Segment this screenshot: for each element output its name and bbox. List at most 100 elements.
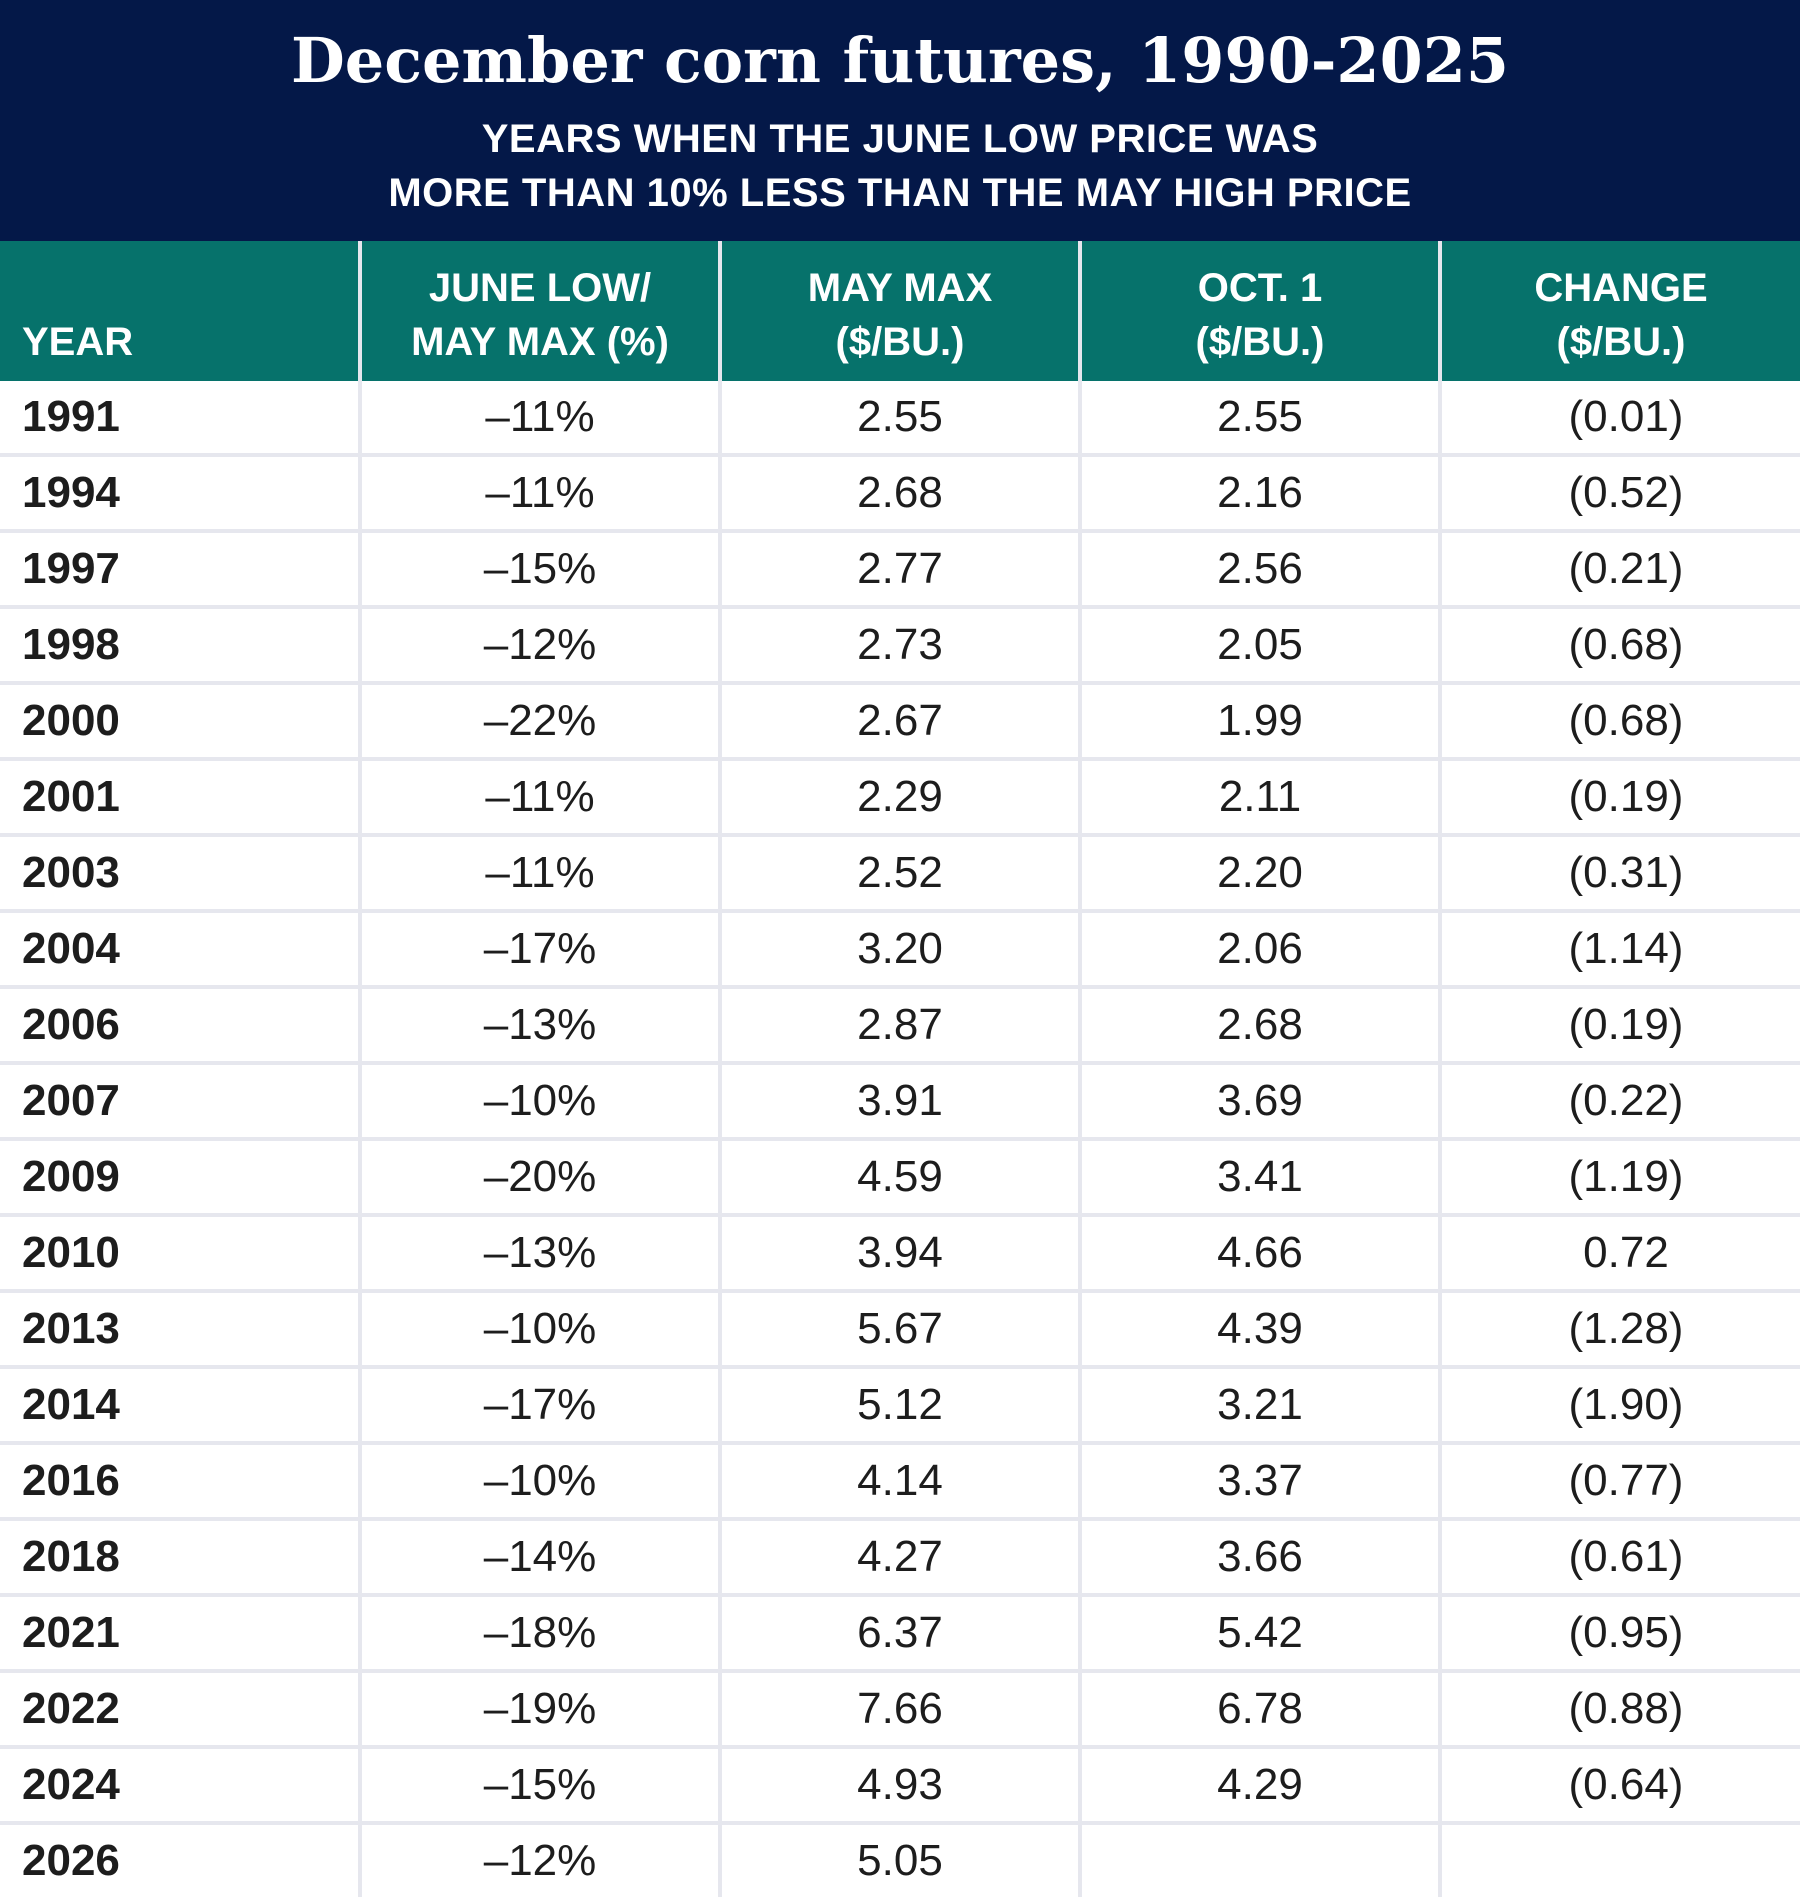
cell-change: (0.19) (1438, 987, 1800, 1065)
cell-oct-1: 2.20 (1078, 835, 1440, 913)
table-row: 2016 –10% 4.14 3.37 (0.77) (0, 1443, 1800, 1521)
cell-change (1438, 1823, 1800, 1897)
cell-oct-1: 4.66 (1078, 1215, 1440, 1293)
table-subtitle: YEARS WHEN THE JUNE LOW PRICE WAS MORE T… (0, 112, 1800, 220)
cell-may-max: 7.66 (718, 1671, 1080, 1749)
cell-year: 2018 (0, 1519, 360, 1597)
cell-june-low-pct: –13% (358, 1215, 720, 1293)
cell-june-low-pct: –15% (358, 531, 720, 609)
table-row: 2001 –11% 2.29 2.11 (0.19) (0, 759, 1800, 837)
cell-june-low-pct: –10% (358, 1443, 720, 1521)
cell-may-max: 4.14 (718, 1443, 1080, 1521)
cell-june-low-pct: –17% (358, 911, 720, 989)
cell-year: 2004 (0, 911, 360, 989)
cell-year: 2016 (0, 1443, 360, 1521)
table-row: 2018 –14% 4.27 3.66 (0.61) (0, 1519, 1800, 1597)
cell-year: 2000 (0, 683, 360, 761)
table-row: 2010 –13% 3.94 4.66 0.72 (0, 1215, 1800, 1293)
cell-june-low-pct: –13% (358, 987, 720, 1065)
cell-oct-1: 3.69 (1078, 1063, 1440, 1141)
cell-change: (0.68) (1438, 607, 1800, 685)
cell-may-max: 4.93 (718, 1747, 1080, 1825)
cell-change: 0.72 (1438, 1215, 1800, 1293)
cell-may-max: 5.12 (718, 1367, 1080, 1445)
cell-change: (0.95) (1438, 1595, 1800, 1673)
cell-year: 2024 (0, 1747, 360, 1825)
cell-may-max: 5.05 (718, 1823, 1080, 1897)
table-row: 2007 –10% 3.91 3.69 (0.22) (0, 1063, 1800, 1141)
cell-june-low-pct: –20% (358, 1139, 720, 1217)
column-header-june-low-pct: JUNE LOW/MAY MAX (%) (358, 241, 720, 381)
cell-change: (0.19) (1438, 759, 1800, 837)
cell-change: (1.90) (1438, 1367, 1800, 1445)
cell-may-max: 2.67 (718, 683, 1080, 761)
cell-oct-1: 1.99 (1078, 683, 1440, 761)
cell-june-low-pct: –11% (358, 835, 720, 913)
subtitle-line-2: MORE THAN 10% LESS THAN THE MAY HIGH PRI… (388, 171, 1412, 215)
title-banner: December corn futures, 1990-2025 YEARS W… (0, 0, 1800, 241)
cell-june-low-pct: –19% (358, 1671, 720, 1749)
column-header-line: CHANGE (1534, 266, 1708, 310)
column-header-may-max: MAY MAX ($/BU.) (718, 241, 1080, 381)
table-row: 1991 –11% 2.55 2.55 (0.01) (0, 381, 1800, 457)
cell-oct-1: 2.11 (1078, 759, 1440, 837)
table-row: 2022 –19% 7.66 6.78 (0.88) (0, 1671, 1800, 1749)
cell-change: (0.77) (1438, 1443, 1800, 1521)
column-header-line: MAY MAX (%) (411, 320, 669, 364)
column-header-line: MAY MAX (807, 266, 993, 310)
table-row: 2003 –11% 2.52 2.20 (0.31) (0, 835, 1800, 913)
cell-may-max: 2.29 (718, 759, 1080, 837)
cell-june-low-pct: –11% (358, 759, 720, 837)
cell-june-low-pct: –10% (358, 1063, 720, 1141)
cell-june-low-pct: –11% (358, 381, 720, 457)
header-row: YEAR JUNE LOW/MAY MAX (%) MAY MAX ($/BU.) OC… (0, 241, 1800, 381)
cell-may-max: 3.94 (718, 1215, 1080, 1293)
cell-change: (0.68) (1438, 683, 1800, 761)
cell-june-low-pct: –10% (358, 1291, 720, 1369)
cell-change: (0.64) (1438, 1747, 1800, 1825)
cell-year: 1997 (0, 531, 360, 609)
cell-may-max: 3.20 (718, 911, 1080, 989)
cell-june-low-pct: –14% (358, 1519, 720, 1597)
cell-oct-1: 2.05 (1078, 607, 1440, 685)
cell-year: 2006 (0, 987, 360, 1065)
table-body: 1991 –11% 2.55 2.55 (0.01) 1994 –11% 2.68 2.16 (0… (0, 381, 1800, 1897)
cell-year: 2007 (0, 1063, 360, 1141)
cell-year: 2014 (0, 1367, 360, 1445)
cell-year: 2001 (0, 759, 360, 837)
cell-oct-1: 2.06 (1078, 911, 1440, 989)
cell-may-max: 2.55 (718, 381, 1080, 457)
column-header-year: YEAR (0, 241, 360, 381)
column-header-line: ($/BU.) (1556, 320, 1686, 364)
cell-may-max: 6.37 (718, 1595, 1080, 1673)
cell-year: 2026 (22, 1836, 120, 1885)
cell-change: (1.19) (1438, 1139, 1800, 1217)
table-row: 2013 –10% 5.67 4.39 (1.28) (0, 1291, 1800, 1369)
cell-may-max: 2.77 (718, 531, 1080, 609)
table-row: 2006 –13% 2.87 2.68 (0.19) (0, 987, 1800, 1065)
cell-change: (1.28) (1438, 1291, 1800, 1369)
cell-oct-1: 2.16 (1078, 455, 1440, 533)
cell-year: 2022 (0, 1671, 360, 1749)
cell-change: (0.01) (1438, 381, 1800, 457)
cell-year: 2021 (0, 1595, 360, 1673)
cell-oct-1: 4.29 (1078, 1747, 1440, 1825)
cell-may-max: 2.87 (718, 987, 1080, 1065)
cell-oct-1: 2.68 (1078, 987, 1440, 1065)
cell-oct-1: 6.78 (1078, 1671, 1440, 1749)
cell-june-low-pct: –12% (358, 607, 720, 685)
cell-june-low-pct: –17% (358, 1367, 720, 1445)
cell-change: (0.21) (1438, 531, 1800, 609)
cell-may-max: 2.52 (718, 835, 1080, 913)
cell-june-low-pct: –15% (358, 1747, 720, 1825)
column-header-line: ($/BU.) (1195, 320, 1325, 364)
cell-change: (0.52) (1438, 455, 1800, 533)
column-header-oct-1: OCT. 1 ($/BU.) (1078, 241, 1440, 381)
column-header-line: ($/BU.) (835, 320, 965, 364)
column-header-line: JUNE LOW/ (428, 266, 652, 310)
cell-may-max: 2.73 (718, 607, 1080, 685)
table-row: 1997 –15% 2.77 2.56 (0.21) (0, 531, 1800, 609)
cell-oct-1: 3.37 (1078, 1443, 1440, 1521)
cell-year: 2013 (0, 1291, 360, 1369)
column-header-line: OCT. 1 (1197, 266, 1323, 310)
